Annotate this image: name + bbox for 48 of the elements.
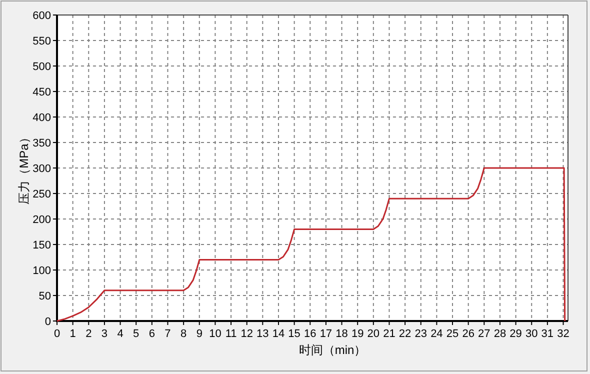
x-tick-label: 32 <box>557 328 570 340</box>
x-tick-label: 27 <box>478 328 490 340</box>
x-tick-label: 15 <box>288 328 300 340</box>
x-tick-label: 2 <box>86 328 92 340</box>
y-tick-label: 50 <box>38 290 51 302</box>
x-tick-label: 7 <box>164 328 171 340</box>
y-tick-label: 200 <box>32 214 51 226</box>
x-axis-title: 时间（min） <box>298 343 366 357</box>
y-axis-title: 压力（MPa） <box>17 132 31 204</box>
x-tick-label: 0 <box>54 328 60 340</box>
x-tick-label: 19 <box>351 328 364 340</box>
x-tick-label: 14 <box>272 328 285 340</box>
y-tick-label: 600 <box>32 10 51 22</box>
y-tick-label: 300 <box>32 163 51 175</box>
y-tick-label: 500 <box>32 61 51 73</box>
y-tick-label: 0 <box>44 316 51 328</box>
x-tick-label: 22 <box>398 328 412 340</box>
x-tick-label: 25 <box>446 328 459 340</box>
x-tick-label: 18 <box>336 328 348 340</box>
y-tick-label: 400 <box>32 112 51 124</box>
x-tick-label: 21 <box>383 328 396 340</box>
x-tick-label: 11 <box>225 328 237 340</box>
x-tick-label: 31 <box>541 328 554 340</box>
x-tick-label: 4 <box>117 328 124 340</box>
x-tick-label: 13 <box>256 328 269 340</box>
y-tick-label: 350 <box>32 138 51 150</box>
y-tick-label: 450 <box>32 86 51 98</box>
x-tick-label: 16 <box>304 328 316 340</box>
y-tick-label: 550 <box>32 36 51 48</box>
x-tick-label: 28 <box>494 328 506 340</box>
x-tick-label: 5 <box>133 328 140 340</box>
x-tick-label: 1 <box>70 328 76 340</box>
x-tick-label: 20 <box>367 328 380 340</box>
x-tick-label: 24 <box>430 328 443 340</box>
x-tick-label: 30 <box>525 328 538 340</box>
x-tick-label: 26 <box>462 328 474 340</box>
x-tick-label: 10 <box>209 328 222 340</box>
y-tick-label: 250 <box>32 188 51 200</box>
y-tick-label: 150 <box>32 240 51 252</box>
x-tick-label: 12 <box>240 328 253 340</box>
x-tick-label: 23 <box>414 328 427 340</box>
x-tick-label: 29 <box>510 328 522 340</box>
x-tick-label: 8 <box>180 328 187 340</box>
x-tick-label: 9 <box>196 328 202 340</box>
y-tick-label: 100 <box>32 265 51 277</box>
x-tick-label: 3 <box>101 328 108 340</box>
x-tick-label: 6 <box>148 328 155 340</box>
x-tick-label: 17 <box>320 328 332 340</box>
